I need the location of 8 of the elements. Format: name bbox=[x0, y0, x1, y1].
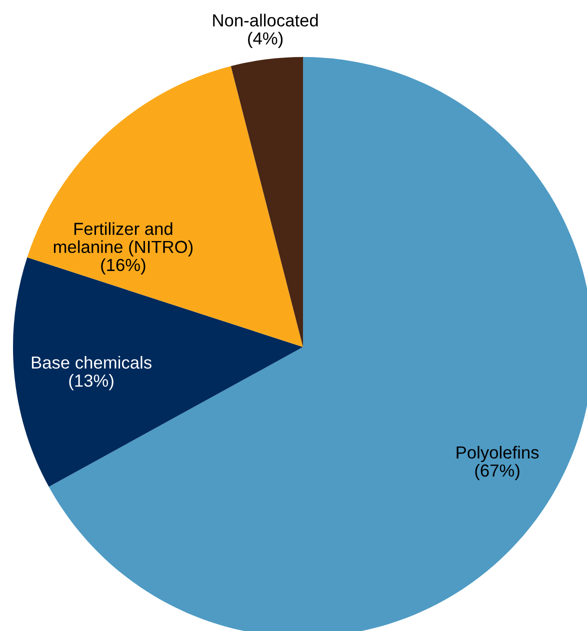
data-label: (67%) bbox=[475, 464, 520, 480]
slice-label: Polyolefins bbox=[456, 446, 539, 462]
data-label: (4%) bbox=[248, 32, 283, 48]
slice-label: Fertilizer and melanine (NITRO) bbox=[54, 222, 193, 256]
data-label: (16%) bbox=[101, 258, 146, 275]
slice-label: Base chemicals bbox=[32, 356, 152, 369]
slice-label: Non-allocated bbox=[213, 14, 318, 27]
data-label: (13%) bbox=[69, 374, 114, 390]
